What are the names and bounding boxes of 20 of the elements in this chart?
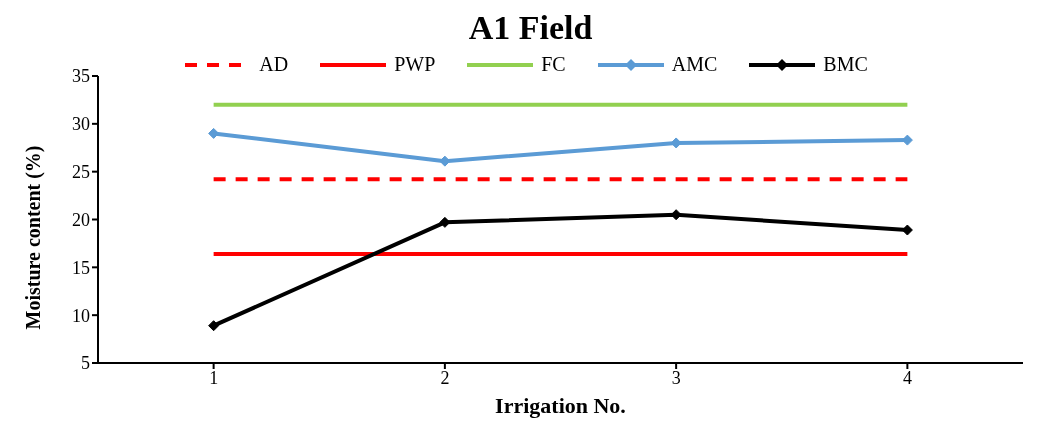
- point: [208, 320, 220, 332]
- x-tick-label: 4: [902, 367, 912, 388]
- x-axis-title: Irrigation No.: [495, 393, 626, 418]
- legend-label: BMC: [823, 53, 868, 76]
- x-tick-label: 2: [440, 367, 450, 388]
- y-tick-label: 20: [72, 209, 90, 230]
- y-tick-label: 35: [72, 66, 90, 87]
- x-tick-label: 3: [671, 367, 681, 388]
- legend-label: FC: [541, 53, 566, 76]
- chart-title: A1 Field: [467, 8, 594, 48]
- y-tick-label: 15: [72, 257, 90, 278]
- x-tick-label: 1: [209, 367, 219, 388]
- y-tick-label: 30: [72, 114, 90, 135]
- y-tick-label: 25: [72, 162, 90, 183]
- y-axis-title: Moisture content (%): [22, 145, 46, 330]
- legend-label: AMC: [671, 53, 718, 76]
- legend-label: AD: [259, 53, 289, 76]
- y-tick-label: 5: [81, 353, 90, 374]
- legend-label: PWP: [394, 53, 436, 76]
- y-tick-label: 10: [72, 305, 90, 326]
